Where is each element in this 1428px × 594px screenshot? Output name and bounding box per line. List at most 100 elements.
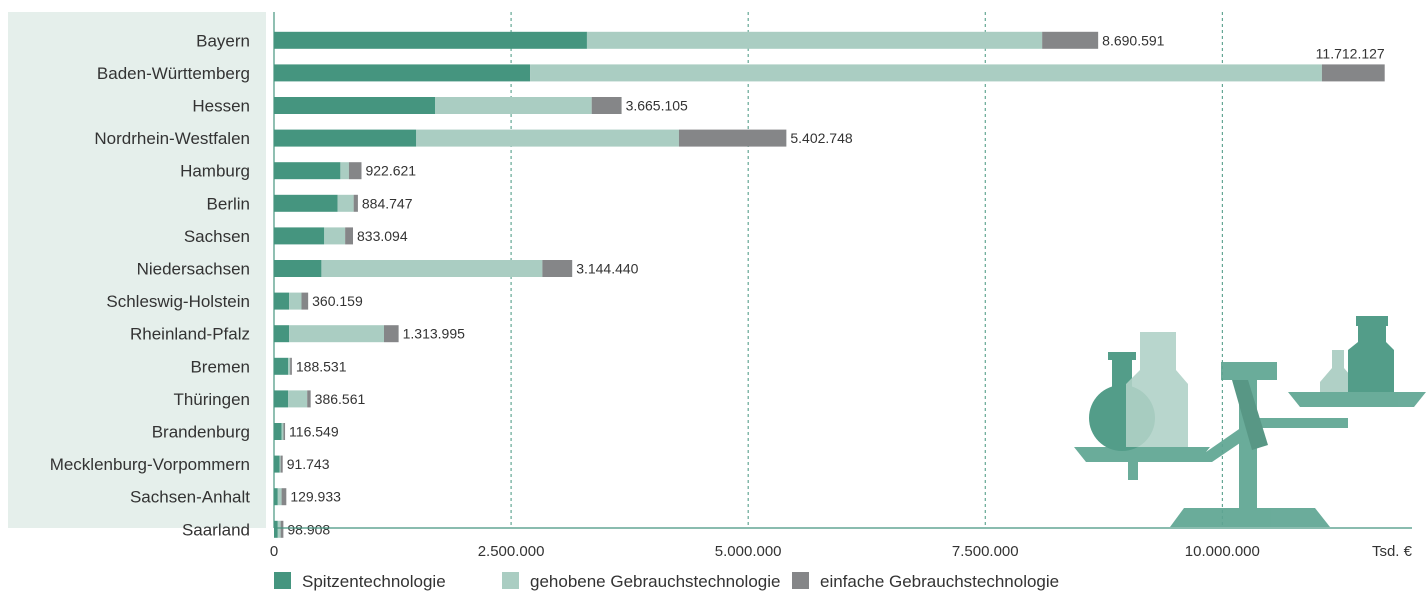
x-tick-label: 10.000.000	[1185, 543, 1260, 560]
value-label: 3.144.440	[576, 261, 638, 277]
bar-segment	[274, 194, 338, 212]
bar-segment	[274, 129, 417, 147]
bar-segment	[274, 64, 531, 82]
bar-segment	[281, 488, 287, 506]
category-label: Mecklenburg-Vorpommern	[50, 455, 250, 474]
bar-segment	[274, 162, 341, 180]
legend-swatch	[792, 572, 809, 589]
bar-segment	[274, 357, 289, 375]
bar-segment	[301, 292, 309, 310]
x-tick-labels: 0 2.500.000 5.000.000 7.500.000 10.000.000	[270, 543, 1260, 560]
category-label: Hessen	[192, 97, 250, 116]
bar-segment	[348, 162, 362, 180]
category-labels: Bayern Baden-Württemberg Hessen Nordrhein-W…	[50, 31, 251, 539]
value-label: 98.908	[287, 521, 330, 537]
category-label: Thüringen	[173, 390, 250, 409]
value-label: 116.549	[289, 424, 339, 440]
bottle-dark-icon	[1348, 326, 1394, 392]
bar-segment	[289, 292, 302, 310]
category-label: Rheinland-Pfalz	[130, 325, 250, 344]
bar-segment	[274, 292, 290, 310]
bar-segment	[274, 520, 278, 538]
value-label: 11.712.127	[1316, 45, 1385, 61]
category-label: Bayern	[196, 31, 250, 50]
bar-segment	[274, 31, 587, 49]
x-tick-label: 2.500.000	[478, 543, 545, 560]
bar-segment	[277, 520, 281, 538]
x-axis-unit: Tsd. €	[1372, 543, 1413, 560]
category-label: Hamburg	[180, 162, 250, 181]
bar-segment	[324, 227, 346, 245]
legend-label: einfache Gebrauchstechnologie	[820, 572, 1059, 591]
scale-top-cap-icon	[1221, 362, 1277, 380]
x-tick-label: 5.000.000	[715, 543, 782, 560]
category-label: Niedersachsen	[137, 260, 250, 279]
value-label: 91.743	[287, 456, 330, 472]
bars	[274, 31, 1385, 538]
bar-segment	[321, 260, 543, 277]
bar-segment	[274, 488, 278, 506]
bar-segment	[340, 162, 349, 180]
category-label: Schleswig-Holstein	[106, 292, 250, 311]
legend-swatch	[502, 572, 519, 589]
category-label: Berlin	[207, 194, 250, 213]
x-tick-label: 0	[270, 543, 278, 560]
value-label: 386.561	[315, 391, 366, 407]
legend: Spitzentechnologie gehobene Gebrauchstech…	[274, 572, 1059, 591]
bar-segment	[277, 488, 282, 506]
bar-segment	[280, 455, 283, 473]
value-label: 884.747	[362, 195, 413, 211]
value-labels: 8.690.591 11.712.127 3.665.105 5.402.748 922…	[287, 32, 1385, 537]
bar-segment	[1042, 31, 1099, 49]
bar-segment	[384, 325, 399, 343]
bar-segment	[283, 423, 286, 440]
bar-segment	[274, 325, 290, 343]
x-tick-label: 7.500.000	[952, 543, 1019, 560]
bar-segment	[274, 390, 289, 408]
bar-segment	[1321, 64, 1385, 82]
bar-segment	[281, 423, 284, 440]
bar-segment	[288, 390, 308, 408]
left-pan-icon	[1074, 447, 1210, 462]
bar-segment	[289, 325, 385, 343]
bar-segment	[416, 129, 679, 147]
legend-label: gehobene Gebrauchstechnologie	[530, 572, 780, 591]
scale-base-icon	[1170, 508, 1330, 527]
bar-segment	[274, 97, 436, 114]
value-label: 3.665.105	[626, 98, 688, 114]
legend-swatch	[274, 572, 291, 589]
value-label: 1.313.995	[403, 326, 465, 342]
bar-segment	[353, 194, 358, 212]
category-label: Sachsen	[184, 227, 250, 246]
category-label: Saarland	[182, 520, 250, 539]
round-flask-neck-icon	[1108, 352, 1136, 360]
bar-segment	[530, 64, 1322, 82]
bar-segment	[290, 357, 292, 375]
bar-segment	[586, 31, 1043, 49]
bar-segment	[279, 455, 281, 473]
bar-segment	[280, 520, 284, 538]
value-label: 129.933	[290, 489, 341, 505]
bottle-dark-cap-icon	[1356, 316, 1388, 326]
bar-segment	[542, 260, 573, 277]
bar-segment	[274, 423, 282, 440]
bar-segment	[435, 97, 592, 114]
scale-illustration	[1074, 316, 1426, 527]
category-label: Sachsen-Anhalt	[130, 488, 250, 507]
scale-beam-icon	[1128, 418, 1348, 462]
bar-segment	[345, 227, 354, 245]
value-label: 5.402.748	[790, 130, 852, 146]
bar-segment	[288, 357, 291, 375]
bar-segment	[274, 227, 325, 245]
small-flask-icon	[1320, 350, 1356, 392]
value-label: 188.531	[296, 358, 347, 374]
value-label: 8.690.591	[1102, 32, 1164, 48]
category-label: Baden-Württemberg	[97, 64, 250, 83]
bar-segment	[274, 455, 280, 473]
bar-segment	[591, 97, 622, 114]
right-pan-icon	[1288, 392, 1426, 407]
bar-segment	[337, 194, 354, 212]
value-label: 922.621	[365, 163, 416, 179]
value-label: 360.159	[312, 293, 363, 309]
